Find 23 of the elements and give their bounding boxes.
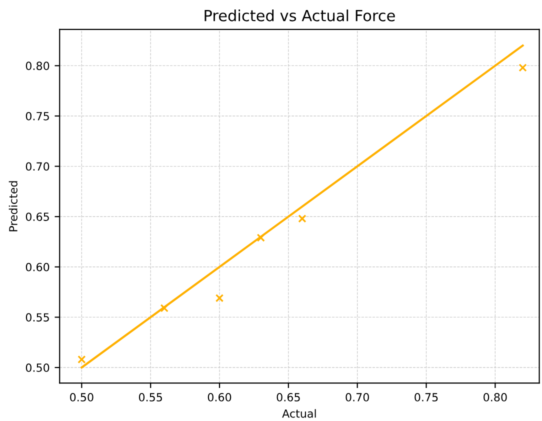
x-axis-title: Actual xyxy=(282,409,316,418)
point xyxy=(78,355,86,364)
point xyxy=(160,304,168,312)
y-tick-label: 0.80 xyxy=(26,62,50,70)
point xyxy=(215,294,224,302)
x-tick-label: 0.60 xyxy=(208,393,232,402)
x-tick-label: 0.50 xyxy=(70,393,94,402)
x-tick-label: 0.70 xyxy=(346,393,369,402)
chart-title: Predicted vs Actual Force xyxy=(204,10,395,22)
x-tick-label: 0.55 xyxy=(138,393,162,402)
y-tick-label: 0.50 xyxy=(26,363,50,372)
x-tick-label: 0.65 xyxy=(276,393,300,402)
point xyxy=(518,64,527,72)
x-tick-label: 0.75 xyxy=(414,393,438,402)
y-tick-label: 0.70 xyxy=(26,162,50,171)
y-tick-label: 0.65 xyxy=(26,212,49,221)
point xyxy=(256,234,265,242)
y-tick-label: 0.60 xyxy=(26,262,50,272)
y-tick-label: 0.55 xyxy=(26,313,49,322)
x-tick-label: 0.80 xyxy=(484,393,507,402)
y-axis-title: Predicted xyxy=(8,181,18,232)
point xyxy=(298,214,306,223)
y-tick-label: 0.75 xyxy=(26,112,49,120)
